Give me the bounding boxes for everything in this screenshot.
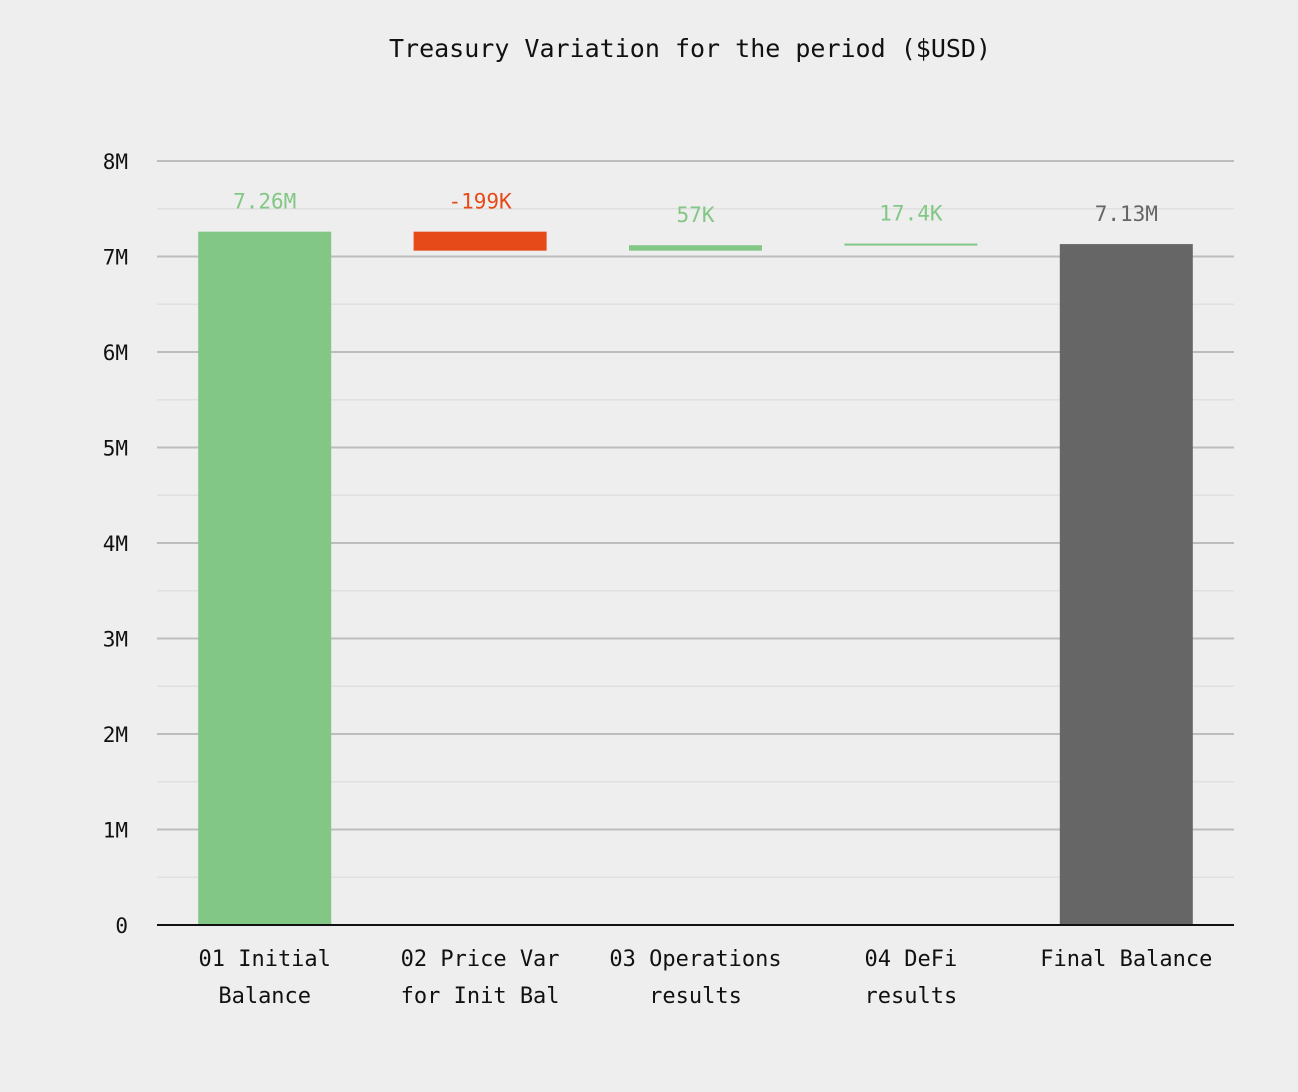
y-tick-label: 4M	[103, 532, 128, 556]
y-tick-label: 8M	[103, 150, 128, 174]
x-category-label: 02 Price Var	[401, 947, 560, 972]
x-category-label: results	[865, 984, 958, 1009]
x-category-label: results	[649, 984, 742, 1009]
data-labels: 7.26M -199K 57K 17.4K 7.13M	[233, 190, 1158, 228]
bars	[198, 231, 1193, 926]
y-tick-label: 5M	[103, 437, 128, 461]
bar-total	[1059, 244, 1193, 925]
y-tick-label: 3M	[103, 628, 128, 652]
axes: 0 1M 2M 3M 4M 5M 6M 7M 8M 01 Initial Balance 02 Pri…	[103, 150, 1234, 1009]
bar-delta	[629, 245, 762, 251]
data-label: -199K	[448, 190, 512, 214]
x-category-label: Final Balance	[1040, 947, 1212, 972]
gridlines	[157, 160, 1234, 878]
bar-delta	[413, 231, 547, 251]
x-category-label: for Init Bal	[401, 984, 560, 1009]
x-category-label: 01 Initial	[198, 947, 330, 972]
y-tick-label: 7M	[103, 246, 128, 270]
bar-delta	[844, 243, 978, 246]
y-tick-label: 1M	[103, 819, 128, 843]
x-category-label: 04 DeFi	[865, 947, 958, 972]
chart-title: Treasury Variation for the period ($USD)	[389, 34, 991, 63]
data-label: 57K	[677, 203, 715, 227]
data-label: 7.13M	[1095, 202, 1158, 226]
y-tick-label: 2M	[103, 723, 128, 747]
x-category-label: Balance	[218, 984, 311, 1009]
y-tick-label: 0	[115, 914, 128, 938]
x-category-label: 03 Operations	[609, 947, 781, 972]
bar-total	[198, 231, 332, 926]
y-tick-label: 6M	[103, 341, 128, 365]
data-label: 7.26M	[233, 190, 296, 214]
data-label: 17.4K	[879, 202, 943, 226]
